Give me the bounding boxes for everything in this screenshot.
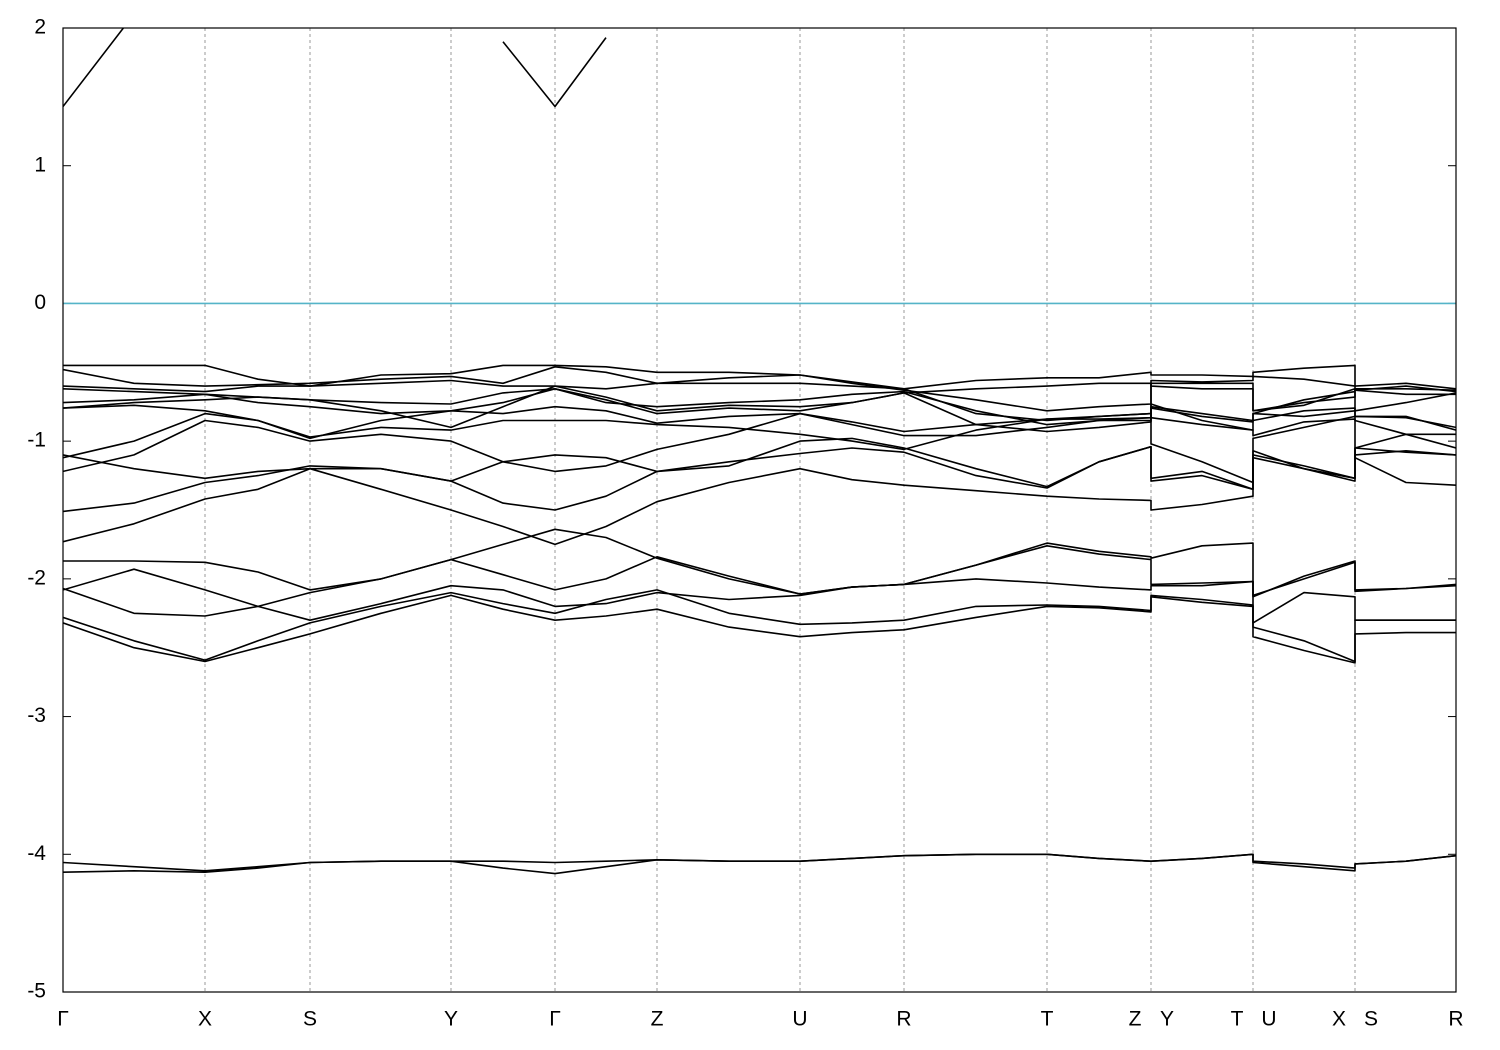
x-tick-label: U: [792, 1008, 807, 1031]
x-tick-label: T: [1041, 1008, 1054, 1031]
x-tick-label: S: [1364, 1008, 1378, 1031]
x-tick-label: R: [1448, 1008, 1463, 1031]
band: [63, 853, 1456, 875]
plot-area: [63, 28, 1456, 875]
x-tick-label: Γ: [549, 1008, 561, 1031]
x-tick-label: X: [1332, 1008, 1346, 1031]
band: [63, 379, 1456, 422]
y-tick-label: -2: [27, 566, 46, 589]
band: [63, 528, 1456, 624]
plot-frame: [62, 27, 1457, 993]
y-tick-label: -3: [27, 704, 46, 727]
y-tick-label: -5: [27, 980, 46, 1003]
y-tick-label: -4: [27, 842, 46, 865]
band: [63, 404, 1456, 440]
band: [63, 594, 1456, 664]
x-tick-label: U: [1261, 1008, 1276, 1031]
x-tick-label: R: [896, 1008, 911, 1031]
x-tick-label: S: [303, 1008, 317, 1031]
y-tick-label: 0: [34, 291, 46, 314]
band: [63, 382, 1456, 429]
band: [63, 445, 1456, 513]
tick-labels: 210-1-2-3-4-5Γ X S Y Γ Z U R T Z Y T U X S R: [27, 16, 1463, 1031]
grid: [62, 27, 1457, 993]
y-tick-label: 2: [34, 16, 46, 39]
x-tick-label: X: [198, 1008, 212, 1031]
y-tick-label: 1: [34, 153, 46, 176]
x-tick-label: Γ: [57, 1008, 69, 1031]
x-tick-label: T: [1231, 1008, 1244, 1031]
x-tick-label: Y: [444, 1008, 458, 1031]
band: [63, 433, 1456, 491]
y-tick-label: -1: [27, 429, 46, 452]
x-tick-label: Z: [1129, 1008, 1142, 1031]
band: [63, 415, 1456, 546]
band: [63, 28, 607, 108]
band: [63, 853, 1456, 872]
x-tick-label: Y: [1160, 1008, 1174, 1031]
band: [63, 412, 1456, 484]
band: [63, 589, 1456, 663]
x-tick-label: Z: [651, 1008, 664, 1031]
